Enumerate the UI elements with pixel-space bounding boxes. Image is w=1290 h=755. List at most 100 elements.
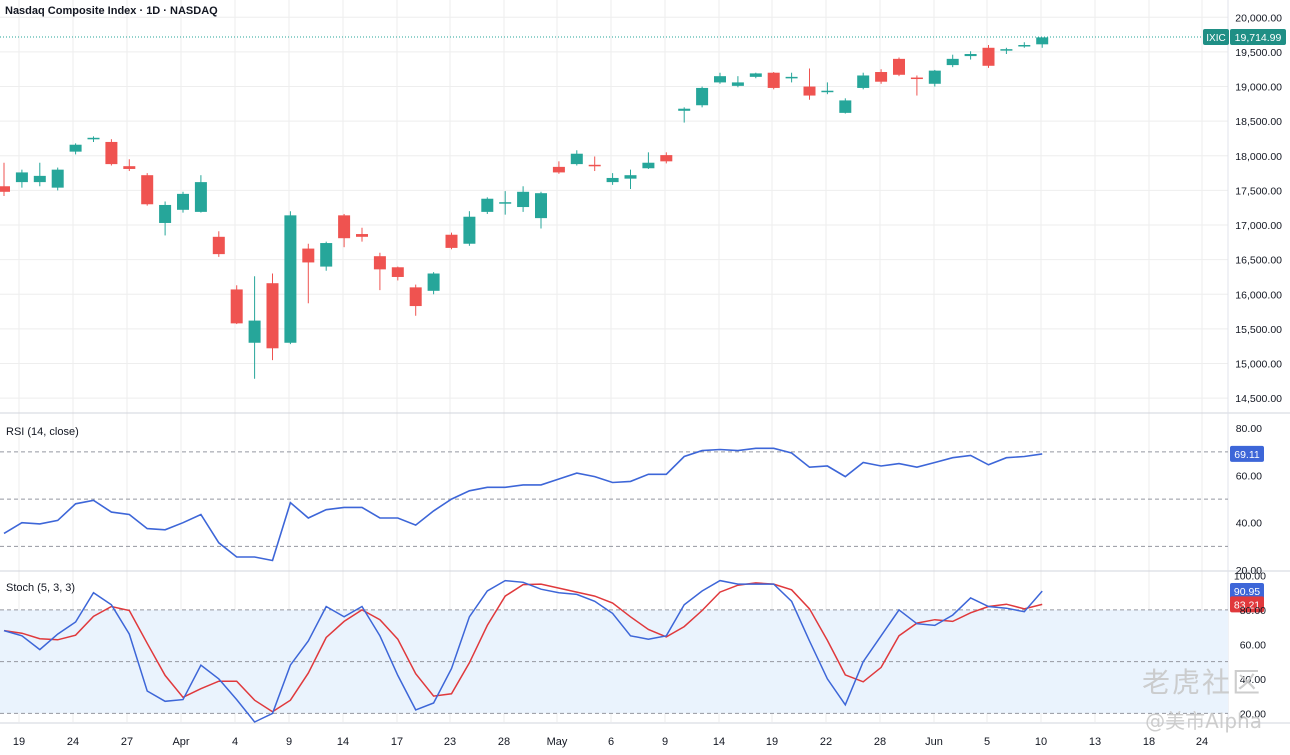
stoch-tick-label: 20.00: [1240, 708, 1266, 720]
stoch-tick-label: 100.00: [1234, 570, 1266, 582]
x-tick-label: 9: [286, 736, 292, 748]
candle-down: [0, 186, 10, 192]
last-price-label-bg: [1230, 29, 1286, 46]
candle-down: [141, 175, 154, 205]
price-tick-label: 20,000.00: [1235, 12, 1282, 24]
candle-down: [212, 236, 225, 255]
x-tick-label: 19: [766, 736, 778, 748]
candle-down: [266, 283, 279, 349]
x-tick-label: 5: [984, 736, 990, 748]
candle-up: [857, 75, 870, 88]
price-tick-label: 19,000.00: [1235, 82, 1282, 94]
candle-up: [284, 215, 297, 343]
rsi-tick-label: 20.00: [1236, 565, 1262, 577]
candle-down: [893, 58, 905, 75]
last-price-label: 19,714.99: [1235, 32, 1282, 44]
x-tick-label: 14: [713, 736, 725, 748]
stoch-k-line: [3, 579, 1043, 723]
symbol-tag-bg: [1203, 29, 1229, 46]
candle-down: [230, 289, 243, 324]
candle-up: [839, 100, 852, 113]
price-tick-label: 16,500.00: [1235, 255, 1282, 267]
candle-up: [928, 70, 941, 84]
x-tick-label: 24: [1196, 736, 1208, 748]
price-tick-label: 17,500.00: [1235, 185, 1282, 197]
price-tick-label: 14,500.00: [1235, 393, 1282, 405]
candle-down: [588, 164, 601, 167]
x-tick-label: 10: [1035, 736, 1047, 748]
symbol-tag: IXIC: [1206, 33, 1225, 44]
x-tick-label: 6: [608, 736, 614, 748]
x-tick-label: 19: [13, 736, 25, 748]
price-tick-label: 15,500.00: [1235, 324, 1282, 336]
rsi-value-label-bg: [1230, 445, 1264, 462]
watermark-author: @美市Alpha: [1145, 709, 1262, 733]
stoch-d-line: [3, 582, 1043, 713]
candle-down: [123, 166, 136, 169]
candle-up: [51, 169, 64, 188]
candle-down: [982, 47, 995, 66]
x-tick-label: 28: [874, 736, 886, 748]
stoch-panel-label: Stoch (5, 3, 3): [6, 582, 75, 594]
x-tick-label: 9: [662, 736, 668, 748]
candle-up: [714, 76, 726, 83]
rsi-panel-label: RSI (14, close): [6, 426, 79, 438]
stoch-d-label-bg: [1230, 596, 1264, 613]
candle-up: [749, 73, 762, 77]
stoch-k-label: 90.95: [1234, 586, 1260, 598]
candle-up: [177, 193, 189, 210]
x-tick-label: 18: [1143, 736, 1155, 748]
chart-title: Nasdaq Composite Index · 1D · NASDAQ: [5, 5, 218, 17]
candle-down: [767, 72, 780, 88]
candle-up: [427, 273, 440, 291]
stoch-tick-label: 80.00: [1240, 605, 1266, 617]
candle-up: [248, 320, 261, 343]
candle-up: [946, 58, 959, 66]
rsi-tick-label: 40.00: [1236, 518, 1262, 530]
x-tick-label: 14: [337, 736, 349, 748]
price-tick-label: 18,500.00: [1235, 116, 1282, 128]
candle-up: [696, 87, 709, 106]
price-tick-label: 15,000.00: [1235, 359, 1282, 371]
candle-down: [552, 166, 565, 173]
candle-down: [445, 234, 458, 248]
candle-up: [535, 193, 547, 219]
candle-down: [302, 248, 315, 263]
candle-up: [785, 76, 798, 79]
candle-up: [320, 243, 333, 267]
candle-up: [463, 216, 476, 244]
candle-down: [356, 234, 368, 237]
watermark-logo-text: 老虎社区: [1141, 666, 1262, 699]
candle-up: [1036, 37, 1049, 45]
candle-up: [642, 162, 655, 169]
x-tick-label: 28: [498, 736, 510, 748]
rsi-value-label: 69.11: [1234, 449, 1260, 461]
candle-down: [875, 72, 888, 82]
candle-up: [678, 108, 691, 111]
candle-up: [499, 202, 512, 204]
x-tick-label: 22: [820, 736, 832, 748]
x-tick-label: 27: [121, 736, 133, 748]
candle-down: [660, 155, 673, 162]
candle-up: [570, 153, 583, 165]
candle-down: [391, 267, 404, 277]
candle-up: [481, 198, 494, 212]
candle-up: [159, 204, 172, 223]
price-tick-label: 19,500.00: [1235, 47, 1282, 59]
stoch-k-label-bg: [1230, 583, 1264, 600]
candle-up: [821, 90, 834, 93]
rsi-line: [3, 447, 1043, 562]
candle-down: [105, 141, 118, 165]
x-tick-label: 13: [1089, 736, 1101, 748]
rsi-tick-label: 80.00: [1236, 423, 1262, 435]
x-tick-label: May: [547, 736, 568, 748]
candle-up: [606, 177, 619, 183]
candle-up: [69, 144, 82, 152]
x-tick-label: 24: [67, 736, 79, 748]
stoch-tick-label: 60.00: [1240, 639, 1266, 651]
candle-up: [15, 172, 28, 183]
candle-up: [731, 82, 744, 86]
x-tick-label: Jun: [925, 736, 943, 748]
